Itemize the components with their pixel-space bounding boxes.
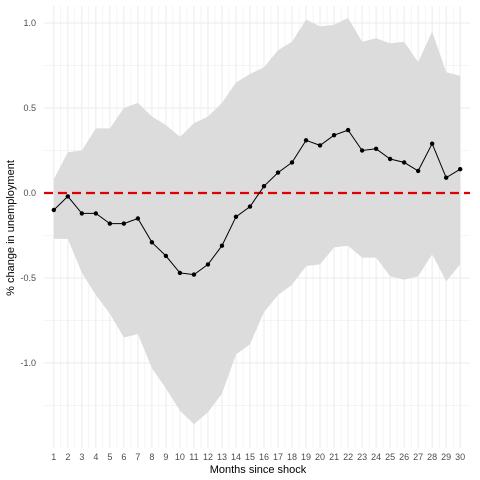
x-tick-label-11: 11 (189, 452, 198, 462)
data-point-29 (443, 175, 449, 180)
x-axis-title: Months since shock (210, 464, 307, 476)
y-axis-title: % change in unemployment (5, 160, 17, 296)
series-line (53, 129, 461, 276)
y-tick-label--0.5: -0.5 (20, 273, 36, 283)
data-point-2 (65, 194, 71, 199)
data-point-6 (121, 221, 127, 226)
x-tick-label-22: 22 (343, 452, 353, 462)
data-point-10 (177, 270, 183, 276)
x-tick-label-10: 10 (175, 452, 185, 462)
data-point-27 (415, 168, 421, 174)
y-tick-label-0.0: 0.0 (23, 188, 36, 198)
x-tick-label-28: 28 (427, 452, 437, 462)
x-tick-label-14: 14 (231, 452, 241, 462)
data-point-19 (303, 138, 309, 143)
x-tick-label-7: 7 (135, 452, 140, 462)
data-point-14 (233, 214, 239, 219)
data-point-24 (373, 146, 379, 151)
x-tick-label-3: 3 (79, 452, 84, 462)
x-tick-label-19: 19 (301, 452, 311, 462)
x-tick-label-8: 8 (149, 452, 154, 462)
x-tick-label-13: 13 (217, 452, 227, 462)
x-axis-ticks: 1 2 3 4 5 6 7 8 9 10 11 12 13 14 15 16 17 18 19 20 21 22 23 24 2… (51, 452, 465, 462)
data-point-13 (219, 243, 225, 248)
x-tick-label-5: 5 (107, 452, 112, 462)
data-point-18 (289, 160, 295, 165)
x-tick-label-15: 15 (245, 452, 255, 462)
data-point-12 (205, 262, 211, 267)
x-tick-label-12: 12 (203, 452, 213, 462)
data-point-28 (429, 141, 435, 146)
data-point-4 (93, 211, 99, 216)
x-tick-label-27: 27 (413, 452, 423, 462)
data-point-7 (135, 216, 141, 221)
data-point-23 (359, 148, 365, 153)
x-tick-label-30: 30 (455, 452, 465, 462)
data-point-25 (387, 156, 393, 162)
x-tick-label-9: 9 (163, 452, 168, 462)
data-point-16 (261, 184, 267, 189)
data-point-20 (317, 143, 323, 148)
data-point-26 (401, 160, 407, 165)
confidence-band-layer (53, 17, 461, 425)
data-point-15 (247, 204, 253, 209)
x-tick-label-17: 17 (273, 452, 283, 462)
y-tick-label-1.0: 1.0 (23, 18, 36, 28)
data-point-9 (163, 253, 169, 259)
x-tick-label-1: 1 (51, 452, 56, 462)
x-tick-label-18: 18 (287, 452, 297, 462)
data-point-17 (275, 170, 281, 175)
x-tick-label-24: 24 (371, 452, 381, 462)
x-tick-label-26: 26 (399, 452, 409, 462)
y-axis-ticks: -1.0 -0.5 0.0 0.5 1.0 (20, 18, 36, 368)
x-tick-label-2: 2 (65, 452, 70, 462)
x-tick-label-6: 6 (121, 452, 126, 462)
confidence-band (53, 17, 461, 425)
x-tick-label-23: 23 (357, 452, 367, 462)
series-line-layer (53, 129, 461, 276)
x-tick-label-16: 16 (259, 452, 269, 462)
x-tick-label-4: 4 (93, 452, 98, 462)
data-point-30 (457, 167, 463, 172)
data-point-11 (191, 272, 197, 277)
x-tick-label-25: 25 (385, 452, 395, 462)
data-point-3 (79, 211, 85, 216)
x-tick-label-20: 20 (315, 452, 325, 462)
data-point-21 (331, 133, 337, 138)
y-tick-label--1.0: -1.0 (20, 358, 36, 368)
data-point-22 (345, 127, 351, 133)
data-point-1 (51, 207, 57, 213)
series-points-layer (51, 127, 463, 277)
y-tick-label-0.5: 0.5 (23, 103, 36, 113)
data-point-5 (107, 221, 113, 226)
data-point-8 (149, 240, 155, 245)
x-tick-label-29: 29 (441, 452, 451, 462)
x-tick-label-21: 21 (329, 452, 339, 462)
